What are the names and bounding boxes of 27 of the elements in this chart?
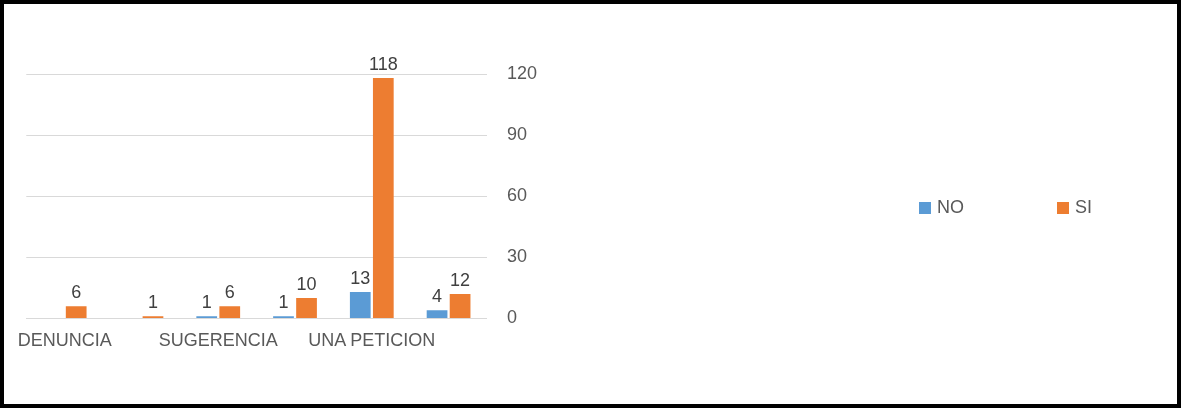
bar xyxy=(426,310,448,318)
y-tick-label: 90 xyxy=(506,124,527,145)
bar xyxy=(372,78,394,318)
legend-label: SI xyxy=(1075,196,1093,217)
data-label: 13 xyxy=(350,267,371,288)
y-tick-label: 120 xyxy=(506,62,538,83)
x-tick-label: UNA PETICION xyxy=(308,330,436,351)
y-tick-label: 60 xyxy=(506,185,527,206)
x-tick-label: SUGERENCIA xyxy=(158,330,278,351)
data-label: 12 xyxy=(450,269,471,290)
bar xyxy=(65,306,87,318)
y-tick-label: 30 xyxy=(506,246,527,267)
data-label: 1 xyxy=(278,292,289,313)
bar xyxy=(349,291,371,318)
data-label: 6 xyxy=(224,282,235,303)
data-label: 4 xyxy=(432,286,443,307)
data-label: 1 xyxy=(201,292,212,313)
x-tick-label: DENUNCIA xyxy=(17,330,112,351)
bar xyxy=(296,298,317,318)
data-label: 6 xyxy=(71,282,82,303)
legend-label: NO xyxy=(937,196,964,217)
data-label: 1 xyxy=(147,292,158,313)
data-label: 10 xyxy=(296,274,317,294)
data-label: 118 xyxy=(368,54,398,75)
bar xyxy=(219,306,241,318)
bar xyxy=(449,293,471,318)
y-tick-label: 0 xyxy=(506,307,517,328)
